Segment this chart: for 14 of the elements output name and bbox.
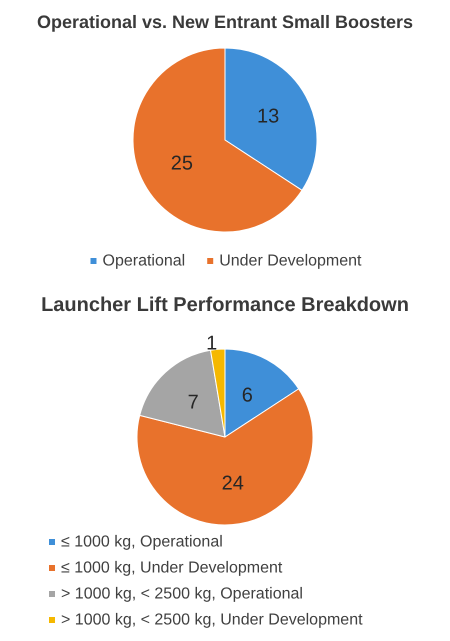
legend-label: > 1000 kg, < 2500 kg, Operational <box>61 586 303 602</box>
legend-label: > 1000 kg, < 2500 kg, Under Development <box>61 612 364 628</box>
legend-label: ≤ 1000 kg, Under Development <box>61 560 283 576</box>
data-label: 24 <box>222 472 244 494</box>
data-label: 7 <box>188 391 199 414</box>
legend-label: ≤ 1000 kg, Operational <box>61 534 223 550</box>
legend-label: Operational <box>102 252 186 270</box>
data-label: 25 <box>170 152 194 174</box>
data-label: 6 <box>242 384 253 407</box>
data-label: 1 <box>206 332 218 354</box>
chart-title: Operational vs. New Entrant Small Boosters <box>36 12 414 32</box>
chart-title: Launcher Lift Performance Breakdown <box>41 294 409 316</box>
data-label: 13 <box>256 106 280 128</box>
legend-label: Under Development <box>219 252 362 270</box>
